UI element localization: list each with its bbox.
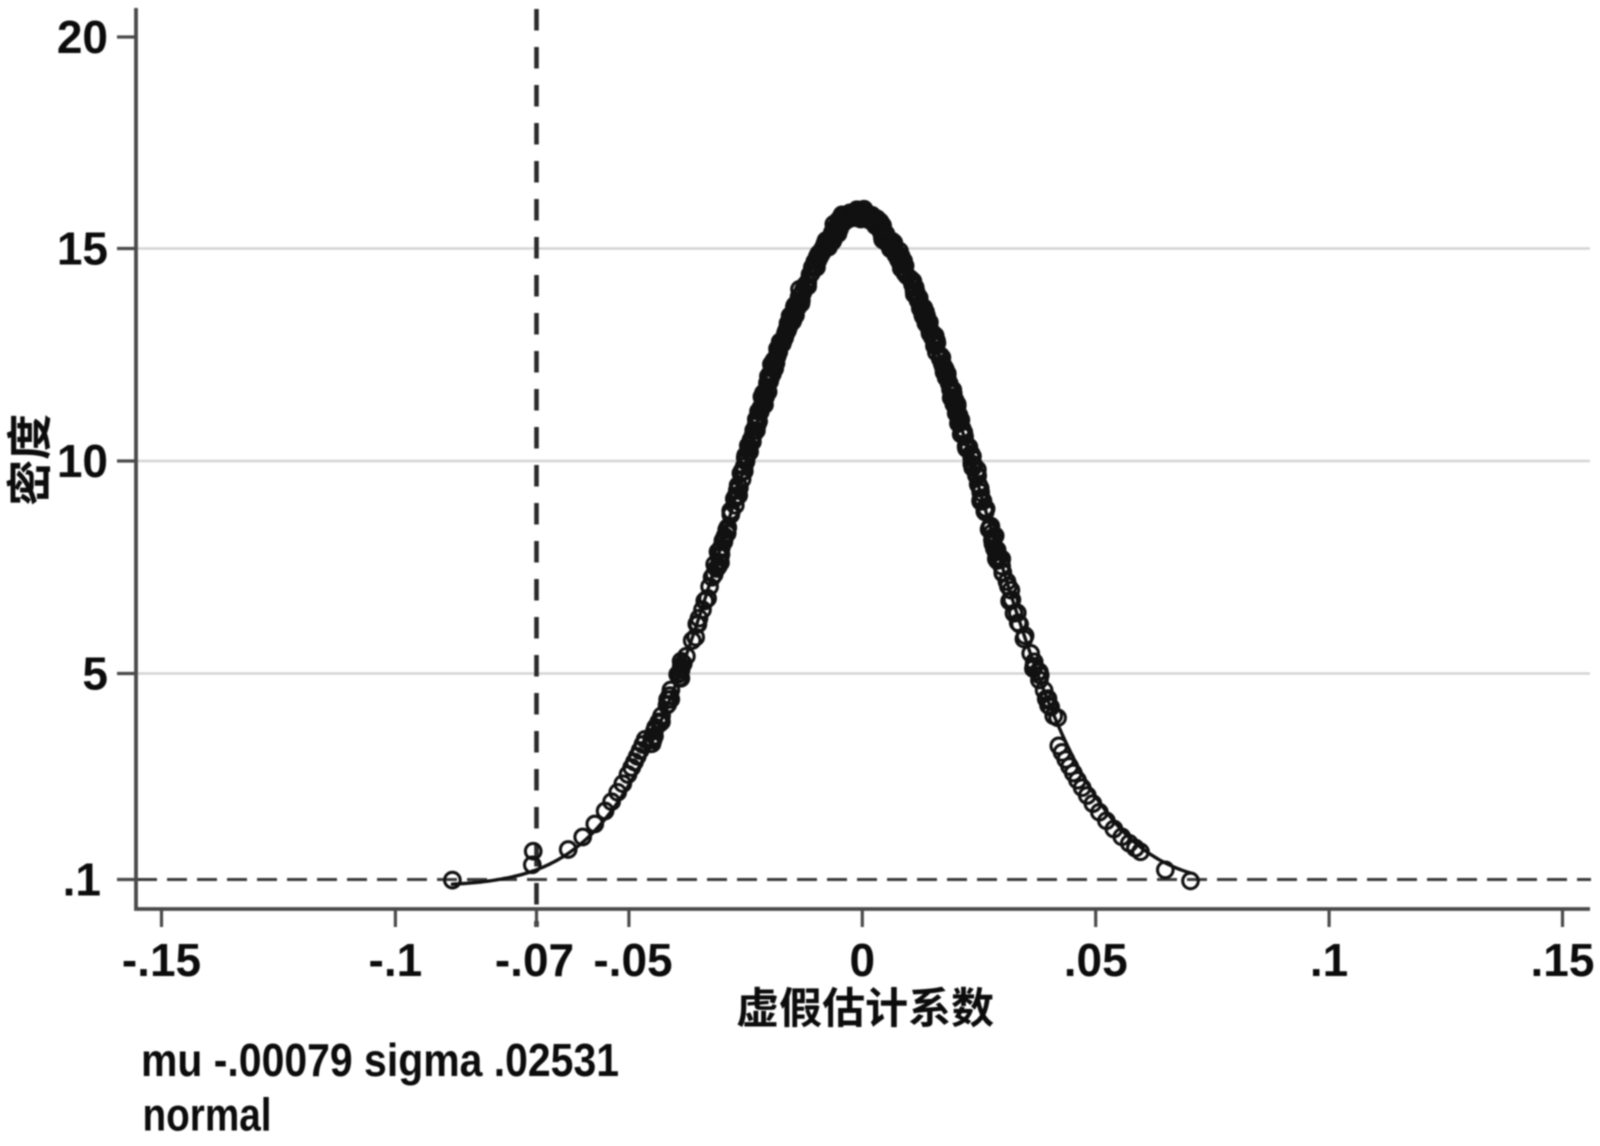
svg-text:.15: .15 <box>1531 934 1595 986</box>
svg-text:normal: normal <box>143 1089 272 1141</box>
svg-text:20: 20 <box>57 11 108 63</box>
svg-text:5: 5 <box>82 648 108 700</box>
svg-text:0: 0 <box>850 934 876 986</box>
svg-text:.05: .05 <box>1064 934 1128 986</box>
svg-text:10: 10 <box>57 435 108 487</box>
svg-text:-.1: -.1 <box>369 934 423 986</box>
svg-text:-.07: -.07 <box>495 934 574 986</box>
svg-text:.1: .1 <box>63 854 101 906</box>
svg-text:-.15: -.15 <box>122 934 201 986</box>
svg-text:15: 15 <box>57 223 108 275</box>
svg-text:-.05: -.05 <box>593 934 672 986</box>
svg-text:.1: .1 <box>1310 934 1348 986</box>
svg-text:mu -.00079 sigma .02531: mu -.00079 sigma .02531 <box>141 1034 619 1086</box>
